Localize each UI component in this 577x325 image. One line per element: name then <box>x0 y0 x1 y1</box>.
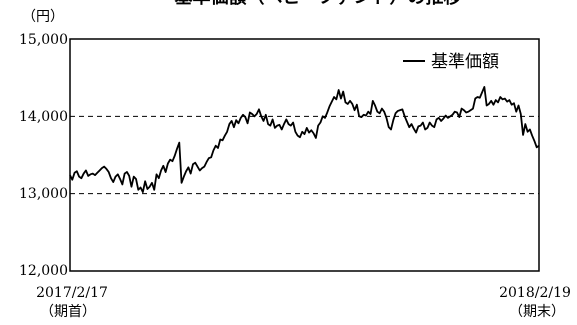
x-end-date: 2018/2/19 <box>499 285 571 301</box>
chart-title: 基準価額（ベビーファンド）の推移 <box>174 0 462 8</box>
legend-label: 基準価額 <box>431 52 499 72</box>
legend: 基準価額 <box>403 52 499 72</box>
y-tick-label: 14,000 <box>19 109 68 125</box>
y-tick-label: 12,000 <box>19 263 68 279</box>
x-end-note: （期末） <box>509 304 565 320</box>
series-line <box>69 86 540 194</box>
x-start-note: （期首） <box>40 304 96 320</box>
y-tick-label: 15,000 <box>19 32 68 48</box>
x-axis: 2017/2/17 （期首） 2018/2/19 （期末） <box>36 285 571 320</box>
x-start-date: 2017/2/17 <box>36 285 108 301</box>
y-unit-label: （円） <box>22 9 64 25</box>
y-tick-label: 13,000 <box>19 186 68 202</box>
plot-frame <box>69 38 540 272</box>
plot-area <box>69 86 540 195</box>
y-axis: 15,000 14,000 13,000 12,000 <box>19 32 68 279</box>
